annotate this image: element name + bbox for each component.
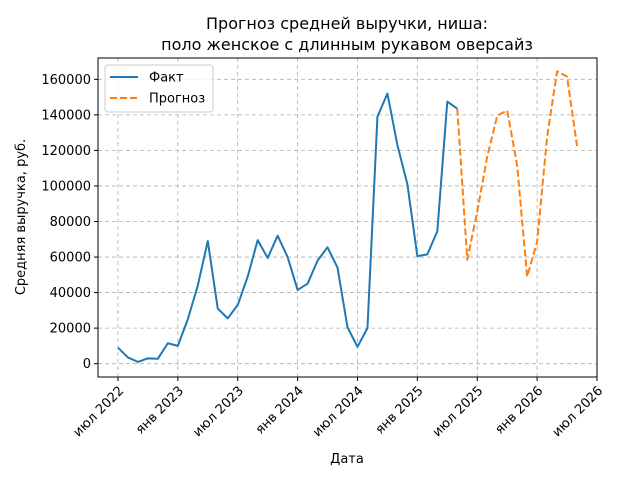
chart-title-line-1: Прогноз средней выручки, ниша: [206,14,488,33]
x-axis-label: Дата [330,452,364,467]
x-tick-label: июл 2026 [550,384,607,441]
y-axis-label: Средняя выручка, руб. [14,139,29,295]
x-tick-label: янв 2024 [253,384,307,438]
x-tick-label: июл 2022 [71,384,128,441]
x-tick-label: июл 2024 [310,384,367,441]
y-tick-label: 100000 [41,179,91,194]
x-tick-label: янв 2023 [133,384,187,438]
y-tick-label: 20000 [50,322,91,337]
x-tick-label: янв 2025 [373,384,427,438]
x-tick-label: июл 2025 [430,384,487,441]
y-tick-label: 60000 [50,251,91,266]
x-tick-label: янв 2026 [492,384,546,438]
plot-area-frame [97,57,598,378]
y-tick-label: 140000 [41,108,91,123]
chart-title-line-2: поло женское с длинным рукавом оверсайз [161,35,533,54]
legend-label-fact: Факт [149,71,184,86]
legend-label-forecast: Прогноз [149,92,205,107]
series-line-forecast [456,70,579,278]
y-tick-label: 120000 [41,144,91,159]
series-line-fact [117,92,458,363]
axis-ticks: 0 20000 40000 60000 80000 100000 120000 140000 1… [41,73,606,440]
y-tick-label: 40000 [50,286,91,301]
y-tick-label: 0 [83,357,91,372]
x-tick-label: июл 2023 [190,384,247,441]
y-tick-label: 80000 [50,215,91,230]
series-lines [117,70,579,363]
y-tick-label: 160000 [41,73,91,88]
legend: Факт Прогноз [104,64,214,113]
